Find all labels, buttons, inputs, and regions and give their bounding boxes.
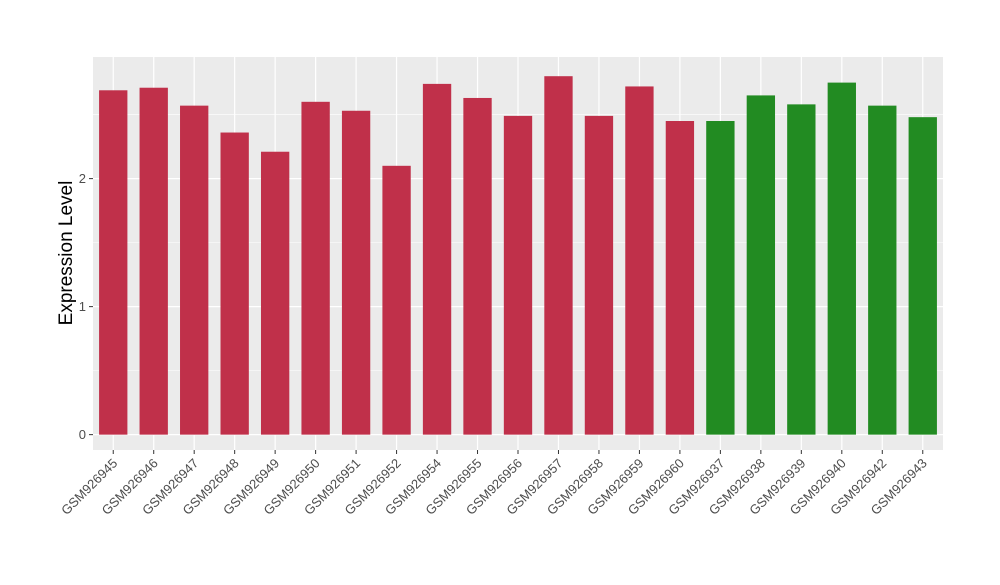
y-tick-label: 2 [79, 171, 86, 186]
bar-GSM926956 [503, 115, 533, 435]
y-axis-label: Expression Level [56, 181, 77, 326]
bar-GSM926942 [868, 105, 897, 435]
bar-GSM926948 [220, 132, 249, 435]
bars [99, 76, 937, 435]
bar-GSM926959 [625, 86, 654, 435]
bar-GSM926939 [787, 104, 816, 435]
bar-GSM926945 [99, 90, 128, 435]
x-axis: GSM926945GSM926946GSM926947GSM926948GSM9… [58, 450, 930, 518]
bar-GSM926955 [463, 97, 492, 435]
bar-GSM926940 [827, 82, 856, 435]
bar-GSM926957 [544, 76, 573, 435]
bar-GSM926937 [706, 121, 735, 435]
bar-GSM926947 [180, 105, 209, 435]
bar-GSM926951 [341, 110, 371, 435]
bar-GSM926949 [260, 151, 290, 435]
bar-GSM926946 [139, 87, 168, 435]
y-axis: 0 1 2 [79, 171, 93, 442]
bar-GSM926960 [665, 121, 695, 435]
y-tick-label: 0 [79, 427, 86, 442]
y-tick-label: 1 [79, 299, 86, 314]
bar-GSM926954 [422, 83, 452, 435]
bar-GSM926950 [301, 101, 330, 435]
bar-GSM926952 [382, 165, 411, 435]
bar-GSM926943 [908, 117, 937, 435]
bar-GSM926958 [584, 115, 614, 435]
bar-GSM926938 [746, 95, 776, 435]
